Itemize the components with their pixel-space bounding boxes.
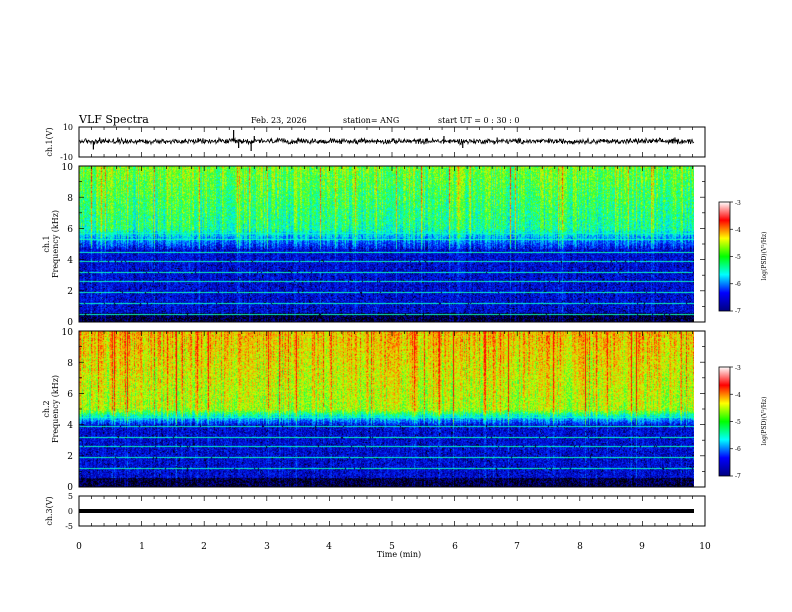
ch1-ytick-label-bottom: -10 bbox=[60, 153, 73, 162]
ch1-cbar-tick-m5: -5 bbox=[735, 254, 741, 261]
ch1-cbar-tick-m4: -4 bbox=[735, 227, 741, 234]
ch1-waveform-panel: 10 -10 ch.1(V) bbox=[45, 123, 706, 162]
xtick-8: 8 bbox=[577, 542, 583, 552]
ch2-ytick-2: 2 bbox=[67, 452, 73, 462]
ch1-cbar-tick-m6: -6 bbox=[735, 281, 741, 288]
ch1-waveform-trace bbox=[78, 136, 695, 146]
ch1-ylabel-line1: ch.1 bbox=[42, 235, 51, 252]
ch3-ytick-5: 5 bbox=[68, 492, 73, 501]
ch1-cbar-tick-m3: -3 bbox=[735, 200, 741, 207]
ch1-ytick-4: 4 bbox=[67, 256, 73, 266]
ch1-ytick-8: 8 bbox=[67, 194, 73, 204]
ch1-ylabel: ch.1(V) bbox=[45, 127, 54, 156]
ch2-ytick-0: 0 bbox=[67, 483, 73, 493]
ch3-waveform-panel: 5 0 -5 ch.3(V) bbox=[45, 492, 706, 531]
xtick-6: 6 bbox=[452, 542, 458, 552]
x-axis: 0 1 2 3 4 5 6 7 8 9 10 Time (min) bbox=[76, 542, 711, 559]
ch2-ylabel-line1: ch.2 bbox=[42, 400, 51, 417]
ch1-ytick-6: 6 bbox=[67, 225, 73, 235]
ch3-ylabel: ch.3(V) bbox=[45, 496, 54, 525]
xtick-7: 7 bbox=[514, 542, 520, 552]
ch2-spectrogram-image bbox=[79, 331, 694, 487]
xlabel: Time (min) bbox=[377, 550, 421, 559]
ch1-ylabel-line2: Frequency (kHz) bbox=[51, 210, 60, 278]
ch2-ytick-10: 10 bbox=[62, 328, 74, 338]
xtick-3: 3 bbox=[264, 542, 270, 552]
ch2-cbar-tick-m3: -3 bbox=[735, 365, 741, 372]
date-label: Feb. 23, 2026 bbox=[251, 116, 307, 125]
ch2-cbar-tick-m4: -4 bbox=[735, 392, 741, 399]
ch1-spectrogram-panel: 0 2 4 6 8 10 ch.1 Frequency (kHz) -3 -4 … bbox=[42, 163, 768, 328]
ch1-colorbar-label: log(PSD)(V²/Hz) bbox=[761, 232, 768, 281]
xtick-5: 5 bbox=[389, 542, 395, 552]
ch2-cbar-tick-m6: -6 bbox=[735, 446, 741, 453]
ch1-spikes bbox=[92, 130, 676, 151]
ch2-cbar-tick-m5: -5 bbox=[735, 419, 741, 426]
xtick-10: 10 bbox=[699, 542, 711, 552]
xtick-0: 0 bbox=[76, 542, 82, 552]
ch1-spectrogram-image bbox=[79, 166, 694, 322]
axis-ticks bbox=[78, 127, 733, 526]
xtick-9: 9 bbox=[639, 542, 645, 552]
ch2-ytick-4: 4 bbox=[67, 421, 73, 431]
ch2-ytick-6: 6 bbox=[67, 390, 73, 400]
ch1-colorbar bbox=[718, 201, 731, 312]
station-label: station= ANG bbox=[343, 116, 399, 125]
ch2-ytick-8: 8 bbox=[67, 359, 73, 369]
ch1-cbar-tick-m7: -7 bbox=[735, 308, 741, 315]
ch1-ytick-label-top: 10 bbox=[63, 123, 73, 132]
figure-title: VLF Spectra bbox=[78, 113, 149, 126]
ch1-ytick-2: 2 bbox=[67, 287, 73, 297]
ch2-spectrogram-panel: 0 2 4 6 8 10 ch.2 Frequency (kHz) -3 -4 … bbox=[42, 328, 768, 493]
ch3-ytick-0: 0 bbox=[68, 507, 73, 516]
xtick-1: 1 bbox=[139, 542, 145, 552]
ch1-ytick-10: 10 bbox=[62, 163, 74, 173]
start-time-label: start UT = 0 : 30 : 0 bbox=[438, 116, 519, 125]
ch3-ytick-m5: -5 bbox=[65, 522, 73, 531]
xtick-2: 2 bbox=[201, 542, 207, 552]
ch2-cbar-tick-m7: -7 bbox=[735, 473, 741, 480]
ch2-colorbar bbox=[718, 366, 731, 477]
ch2-colorbar-label: log(PSD)(V²/Hz) bbox=[761, 397, 768, 446]
ch1-ytick-0: 0 bbox=[67, 318, 73, 328]
xtick-4: 4 bbox=[326, 542, 332, 552]
ch2-ylabel-line2: Frequency (kHz) bbox=[51, 375, 60, 443]
